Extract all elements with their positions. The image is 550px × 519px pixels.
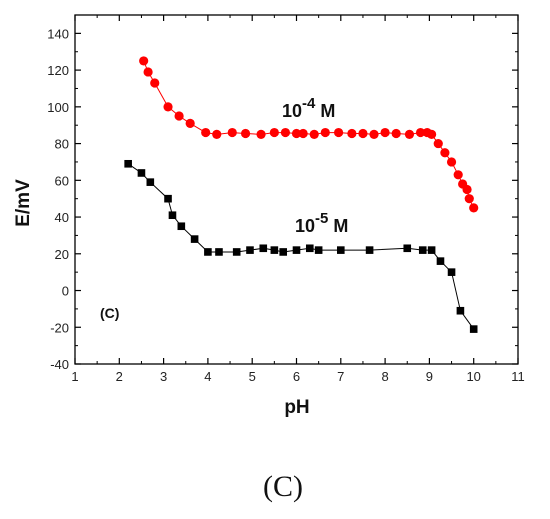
data-point xyxy=(440,148,450,158)
plot-frame xyxy=(74,14,519,365)
data-point xyxy=(427,246,436,254)
data-point xyxy=(212,129,222,139)
y-tick-label: 60 xyxy=(55,173,69,188)
y-tick-label: 20 xyxy=(55,247,69,262)
data-point xyxy=(227,127,237,138)
data-point xyxy=(453,170,463,180)
panel-label: (C) xyxy=(100,305,119,321)
data-point xyxy=(469,203,479,213)
data-point xyxy=(177,222,186,231)
axes-group: 1 2 3 4 5 6 7 8 9 10 11 -40 -20 0 20 40 60 80 100 120 140 xyxy=(47,14,525,384)
data-point xyxy=(291,128,302,139)
data-point xyxy=(446,157,457,167)
data-point xyxy=(333,127,344,138)
data-point xyxy=(146,178,155,186)
data-point xyxy=(168,211,177,220)
series-square xyxy=(124,159,478,333)
series-label-1e-4-unit: M xyxy=(315,101,335,121)
y-tick-label: -40 xyxy=(50,357,69,372)
data-point xyxy=(163,102,173,112)
data-point xyxy=(464,194,474,204)
y-axis-title: E/mV xyxy=(13,179,34,227)
data-point xyxy=(309,129,319,139)
series-label-1e-4-exp: -4 xyxy=(302,95,316,112)
data-point xyxy=(305,244,314,253)
data-point xyxy=(246,246,254,254)
x-axis-title: pH xyxy=(284,397,309,418)
x-tick-label: 2 xyxy=(116,369,123,384)
data-point xyxy=(190,235,199,243)
data-point xyxy=(427,129,437,139)
data-point xyxy=(320,127,330,138)
series-layer xyxy=(124,56,479,333)
data-point xyxy=(240,128,251,139)
data-point xyxy=(403,244,412,253)
data-point xyxy=(369,129,379,139)
series-label-1e-5-exp: -5 xyxy=(315,210,328,227)
data-point xyxy=(314,246,323,254)
y-tick-label: 80 xyxy=(55,137,69,152)
data-point xyxy=(415,127,426,138)
data-point xyxy=(256,129,266,139)
y-tick-label: 100 xyxy=(47,100,69,115)
data-point xyxy=(469,325,478,333)
data-point xyxy=(150,78,160,88)
x-tick-label: 4 xyxy=(204,369,211,384)
x-tick-label: 1 xyxy=(71,369,78,384)
data-point xyxy=(456,306,465,315)
series-label-1e-5-unit: M xyxy=(328,216,348,236)
x-tick-label: 3 xyxy=(160,369,167,384)
x-tick-label: 10 xyxy=(466,369,480,384)
data-point xyxy=(436,257,445,265)
x-tick-label: 6 xyxy=(293,369,300,384)
y-tick-label: 0 xyxy=(62,284,69,299)
data-point xyxy=(298,128,308,139)
data-point xyxy=(433,138,443,149)
data-point xyxy=(201,127,211,138)
data-point xyxy=(139,56,149,66)
data-point xyxy=(143,67,153,77)
data-point xyxy=(380,127,390,138)
y-tick-label: -20 xyxy=(50,320,69,335)
data-point xyxy=(174,111,184,121)
x-tick-label: 5 xyxy=(249,369,256,384)
x-tick-label: 8 xyxy=(381,369,388,384)
x-tick-label: 11 xyxy=(511,369,525,384)
data-point xyxy=(270,246,279,254)
y-tick-label: 140 xyxy=(47,26,69,41)
series-label-1e-5-base: 10 xyxy=(295,216,315,236)
series-circle xyxy=(139,56,479,213)
data-point xyxy=(269,127,279,138)
figure-caption: (C) xyxy=(263,470,303,503)
data-point xyxy=(280,127,291,138)
data-point xyxy=(447,268,456,276)
data-point xyxy=(347,128,357,139)
x-tick-label: 9 xyxy=(426,369,433,384)
x-tick-label: 7 xyxy=(337,369,344,384)
data-point xyxy=(462,184,472,195)
data-point xyxy=(137,169,146,177)
data-point xyxy=(232,248,241,256)
data-point xyxy=(358,128,368,139)
data-point xyxy=(124,159,132,168)
data-point xyxy=(204,248,212,256)
data-point xyxy=(292,246,301,254)
data-point xyxy=(185,118,195,128)
data-point xyxy=(259,244,268,253)
data-point xyxy=(215,248,223,256)
data-point xyxy=(279,248,288,256)
y-tick-label: 120 xyxy=(47,63,69,78)
data-point xyxy=(391,128,401,139)
data-point xyxy=(365,246,374,254)
series-label-1e-4: 10-4 M xyxy=(282,95,335,121)
data-point xyxy=(337,246,345,254)
data-point xyxy=(164,194,172,203)
data-point xyxy=(404,129,415,139)
series-label-1e-4-base: 10 xyxy=(282,101,302,121)
data-point xyxy=(418,246,427,254)
y-tick-label: 40 xyxy=(55,210,69,225)
series-label-1e-5: 10-5 M xyxy=(295,210,348,236)
